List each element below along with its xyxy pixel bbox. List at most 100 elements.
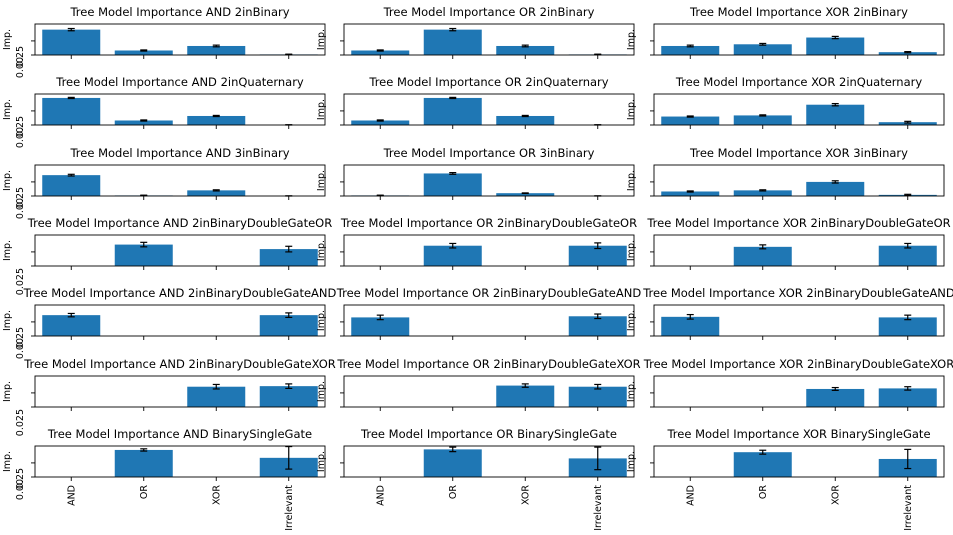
y-axis-label: Imp.: [316, 240, 327, 261]
bar: [42, 175, 101, 196]
y-axis-label: Imp.: [2, 451, 13, 472]
axes-frame: [34, 234, 326, 267]
bar: [187, 190, 246, 196]
bar: [496, 115, 555, 125]
bar: [806, 388, 865, 407]
bar: [496, 45, 555, 55]
panel-title: Tree Model Importance XOR 2inBinary: [689, 5, 908, 19]
axes-frame: [34, 164, 326, 197]
panel-title: Tree Model Importance XOR 2inBinaryDoubl…: [643, 357, 953, 371]
y-tick-label: 0.25: [15, 116, 26, 137]
y-axis-label: Imp.: [2, 29, 13, 50]
bar: [423, 97, 482, 125]
y-tick-label: 0.00: [15, 479, 26, 500]
bar: [806, 104, 865, 125]
axes-frame: [343, 164, 635, 197]
x-tick-label: XOR: [211, 485, 222, 505]
bar: [733, 44, 792, 55]
x-tick-label: Irrelevant: [593, 485, 604, 531]
y-axis-label: Imp.: [626, 381, 637, 402]
y-tick-label: 0.00: [15, 57, 26, 78]
panel-title: Tree Model Importance AND 3inBinary: [69, 146, 289, 160]
bar: [733, 115, 792, 125]
panel-title: Tree Model Importance XOR 3inBinary: [689, 146, 908, 160]
panel-title: Tree Model Importance AND 2inBinary: [69, 5, 289, 19]
bar: [42, 315, 101, 336]
y-axis-label: Imp.: [316, 29, 327, 50]
bar: [351, 50, 410, 55]
panel-title: Tree Model Importance OR 2inBinary: [383, 5, 595, 19]
bar: [423, 449, 482, 477]
bar: [878, 52, 937, 55]
bar: [259, 315, 318, 336]
bar: [187, 115, 246, 125]
y-axis-label: Imp.: [626, 29, 637, 50]
y-axis-label: Imp.: [316, 310, 327, 331]
bar: [42, 97, 101, 125]
axes-frame: [653, 164, 945, 197]
x-tick-label: OR: [139, 485, 150, 499]
panel-title: Tree Model Importance AND 2inBinaryDoubl…: [23, 357, 336, 371]
axes-frame: [653, 234, 945, 267]
bar: [733, 452, 792, 477]
bar: [114, 120, 173, 125]
panel-title: Tree Model Importance OR BinarySingleGat…: [360, 427, 617, 441]
x-tick-label: XOR: [830, 485, 841, 505]
y-axis-label: Imp.: [626, 310, 637, 331]
x-tick-label: AND: [66, 485, 77, 506]
axes-frame: [343, 304, 635, 337]
axes-frame: [653, 23, 945, 56]
bar: [733, 246, 792, 266]
panel-title: Tree Model Importance XOR 2inBinaryDoubl…: [646, 216, 950, 230]
x-tick-label: OR: [758, 485, 769, 499]
panel-title: Tree Model Importance AND 2inBinaryDoubl…: [27, 216, 332, 230]
bar: [259, 249, 318, 266]
bar: [187, 386, 246, 407]
y-tick-label: 0.00: [15, 198, 26, 219]
panel-title: Tree Model Importance AND BinarySingleGa…: [47, 427, 312, 441]
axes-frame: [343, 375, 635, 408]
axes-frame: [343, 23, 635, 56]
y-axis-label: Imp.: [626, 451, 637, 472]
bar: [187, 45, 246, 55]
x-tick-label: XOR: [520, 485, 531, 505]
bar: [661, 316, 720, 336]
x-tick-label: Irrelevant: [903, 485, 914, 531]
axes-frame: [34, 23, 326, 56]
bar: [259, 386, 318, 407]
bar: [568, 386, 627, 407]
y-tick-label: 0.00: [15, 127, 26, 148]
bar: [496, 385, 555, 407]
x-tick-label: AND: [685, 485, 696, 506]
y-tick-label: 0.25: [15, 327, 26, 348]
panel-title: Tree Model Importance AND 2inBinaryDoubl…: [23, 286, 337, 300]
y-tick-label: 0.25: [15, 46, 26, 67]
y-tick-label: 0.25: [15, 187, 26, 208]
axes-frame: [653, 304, 945, 337]
bar: [878, 245, 937, 266]
bar: [114, 244, 173, 266]
axes-frame: [653, 445, 945, 478]
y-axis-label: Imp.: [2, 240, 13, 261]
bar: [806, 181, 865, 196]
bar: [733, 190, 792, 196]
y-axis-label: Imp.: [316, 170, 327, 191]
y-axis-label: Imp.: [2, 310, 13, 331]
y-axis-label: Imp.: [316, 451, 327, 472]
axes-frame: [653, 93, 945, 126]
panel-title: Tree Model Importance OR 2inBinaryDouble…: [340, 216, 637, 230]
y-axis-label: Imp.: [2, 170, 13, 191]
y-axis-label: Imp.: [626, 240, 637, 261]
bar: [423, 173, 482, 196]
axes-frame: [34, 445, 326, 478]
bar: [661, 116, 720, 125]
panel-title: Tree Model Importance OR 2inQuaternary: [368, 75, 608, 89]
y-tick-label: 0.00: [15, 338, 26, 359]
y-tick-label: 0.25: [15, 468, 26, 489]
bar: [878, 388, 937, 407]
panel-title: Tree Model Importance OR 2inBinaryDouble…: [336, 286, 642, 300]
panel-title: Tree Model Importance AND 2inQuaternary: [55, 75, 304, 89]
axes-frame: [343, 234, 635, 267]
y-axis-label: Imp.: [2, 99, 13, 120]
